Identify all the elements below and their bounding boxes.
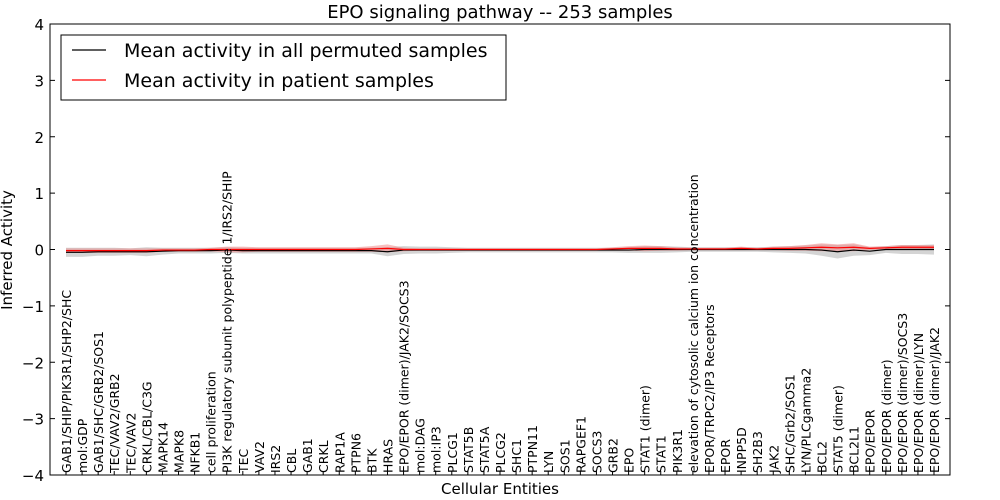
x-tick-label: mol:IP3 — [429, 426, 444, 473]
x-axis-tick-labels: GAB1/SHIP/PIK3R1/SHP2/SHC mol:GDP GAB1/SHC… — [59, 171, 942, 475]
y-tick-label: 0 — [34, 242, 44, 260]
x-tick-label: PI3K regulatory subunit polypeptide 1/IR… — [220, 171, 235, 473]
x-tick-label: CBL — [284, 449, 299, 473]
x-tick-label: NFKB1 — [188, 432, 203, 473]
x-tick-label: IRS2 — [268, 445, 283, 473]
x-tick-label: mol:DAG — [413, 418, 428, 473]
y-axis: −4 −3 −2 −1 0 1 2 3 4 — [22, 16, 950, 485]
y-tick-label: 3 — [34, 72, 44, 90]
x-tick-label: TEC/VAV2/GRB2 — [107, 373, 122, 474]
legend: Mean activity in all permuted samples Me… — [60, 34, 507, 101]
x-tick-label: PLCG2 — [493, 432, 508, 473]
x-tick-label: LYN/PLCgamma2 — [798, 368, 813, 473]
y-tick-label: −3 — [22, 411, 44, 429]
x-tick-label: RAPGEF1 — [573, 416, 588, 473]
x-tick-label: EPOR/TRPC2/IP3 Receptors — [702, 304, 717, 473]
x-tick-label: EPO/EPOR — [863, 409, 878, 473]
plot-frame — [49, 23, 951, 476]
x-tick-label: EPO/EPOR (dimer)/JAK2 — [927, 327, 942, 473]
x-tick-label: STAT5A — [477, 426, 492, 473]
legend-box — [60, 34, 507, 101]
x-tick-label: BCL2 — [814, 441, 829, 473]
x-tick-label: STAT1 — [654, 435, 669, 473]
series-lines — [66, 246, 934, 253]
x-tick-label: TEC/VAV2 — [123, 413, 138, 474]
y-tick-label: −4 — [22, 467, 44, 485]
x-tick-label: LYN — [541, 451, 556, 473]
x-tick-label: PLCG1 — [445, 432, 460, 473]
x-tick-label: SOCS3 — [589, 431, 604, 473]
x-tick-label: HRAS — [380, 439, 395, 473]
x-tick-label: EPO/EPOR (dimer)/LYN — [911, 333, 926, 473]
x-tick-label: STAT5B — [461, 427, 476, 473]
x-tick-label: STAT5 (dimer) — [831, 385, 846, 473]
x-tick-label: EPO — [622, 448, 637, 473]
x-tick-label: STAT1 (dimer) — [638, 385, 653, 473]
legend-label-patient: Mean activity in patient samples — [124, 70, 434, 92]
chart-title: EPO signaling pathway -- 253 samples — [327, 2, 673, 23]
x-axis-label: Cellular Entities — [441, 480, 559, 498]
x-tick-label: BTK — [364, 448, 379, 473]
x-tick-label: SHC1 — [509, 439, 524, 473]
x-tick-label: EPO/EPOR (dimer)/SOCS3 — [895, 313, 910, 473]
x-tick-label: TEC — [236, 448, 251, 474]
y-tick-label: 4 — [34, 16, 44, 34]
x-tick-label: mol:GDP — [75, 418, 90, 473]
x-tick-label: INPP5D — [734, 427, 749, 473]
x-tick-label: GAB1/SHC/GRB2/SOS1 — [91, 331, 106, 473]
x-tick-label: MAPK8 — [172, 430, 187, 473]
x-tick-label: CRKL/CBL/C3G — [139, 381, 154, 473]
legend-label-permuted: Mean activity in all permuted samples — [124, 40, 487, 62]
x-tick-label: EPO/EPOR (dimer)/JAK2/SOCS3 — [397, 280, 412, 473]
x-tick-label: cell proliferation — [204, 371, 219, 473]
x-tick-label: VAV2 — [252, 441, 267, 473]
x-tick-label: GAB1 — [300, 438, 315, 473]
x-tick-label: PTPN11 — [525, 425, 540, 473]
x-tick-label: EPO/EPOR (dimer) — [879, 359, 894, 473]
x-tick-label: GRB2 — [606, 438, 621, 473]
patient-mean-line — [66, 246, 934, 252]
x-tick-label: GAB1/SHIP/PIK3R1/SHP2/SHC — [59, 290, 74, 473]
y-tick-label: −1 — [22, 298, 44, 316]
x-tick-label: SH2B3 — [750, 431, 765, 473]
y-tick-label: 1 — [34, 185, 44, 203]
y-tick-label: −2 — [22, 354, 44, 372]
x-tick-label: JAK2 — [766, 445, 781, 474]
x-tick-label: PIK3R1 — [670, 429, 685, 473]
y-axis-label: Inferred Activity — [0, 190, 16, 310]
x-tick-label: EPOR — [718, 439, 733, 473]
x-tick-label: MAPK14 — [155, 422, 170, 473]
x-tick-label: PTPN6 — [348, 433, 363, 473]
x-tick-label: CRKL — [316, 440, 331, 473]
x-tick-label: RAP1A — [332, 432, 347, 473]
x-tick-label: BCL2L1 — [847, 426, 862, 473]
x-tick-label: elevation of cytosolic calcium ion conce… — [686, 174, 701, 473]
y-tick-label: 2 — [34, 129, 44, 147]
x-tick-label: SHC/Grb2/SOS1 — [782, 374, 797, 473]
x-tick-label: SOS1 — [557, 439, 572, 473]
